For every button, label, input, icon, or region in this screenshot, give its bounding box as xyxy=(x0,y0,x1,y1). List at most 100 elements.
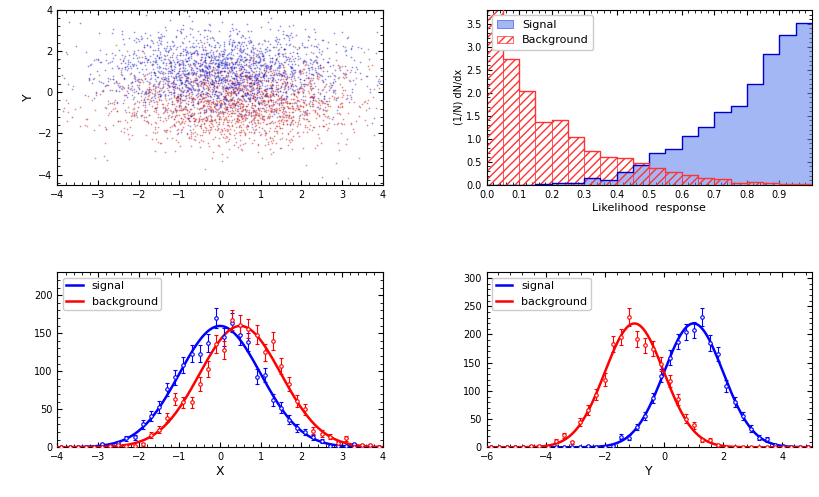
Point xyxy=(233,73,246,81)
Point xyxy=(217,61,230,69)
Point xyxy=(296,98,310,106)
Point xyxy=(184,105,197,113)
Point xyxy=(184,92,197,100)
Point xyxy=(270,95,283,103)
Point xyxy=(127,111,140,119)
Point xyxy=(130,97,143,105)
Point xyxy=(272,100,285,108)
Point xyxy=(275,72,288,80)
Point xyxy=(169,84,182,92)
Point xyxy=(215,157,229,165)
Point xyxy=(177,80,190,87)
Point xyxy=(317,95,330,103)
Point xyxy=(405,73,418,81)
Point xyxy=(215,150,228,158)
Point xyxy=(247,114,260,122)
Point xyxy=(233,47,247,55)
Bar xyxy=(697,178,713,185)
Point xyxy=(293,66,306,74)
Point xyxy=(225,46,238,54)
Point xyxy=(203,123,216,131)
Point xyxy=(267,127,280,135)
Point xyxy=(179,93,192,101)
Point xyxy=(151,90,164,98)
Point xyxy=(238,128,251,136)
Point xyxy=(118,74,131,82)
Point xyxy=(124,69,137,77)
Point xyxy=(85,96,98,104)
Point xyxy=(69,105,82,113)
Point xyxy=(197,70,210,78)
Point xyxy=(190,99,203,107)
Point xyxy=(241,69,254,77)
Point xyxy=(175,79,188,87)
Point xyxy=(162,56,175,64)
Point xyxy=(283,136,296,144)
Point xyxy=(274,87,287,95)
Point xyxy=(129,109,143,117)
Point xyxy=(279,75,292,83)
Point xyxy=(126,62,139,70)
Point xyxy=(266,71,279,79)
Point xyxy=(256,36,269,44)
Point xyxy=(210,126,223,134)
Point xyxy=(239,71,252,79)
Point xyxy=(199,97,212,105)
Point xyxy=(179,45,192,53)
Point xyxy=(339,140,352,148)
Point xyxy=(219,138,233,146)
Point xyxy=(316,110,329,118)
Point xyxy=(142,118,155,126)
Point xyxy=(165,112,178,120)
Point xyxy=(111,64,124,72)
Point xyxy=(146,57,159,65)
Point xyxy=(208,76,221,84)
Point xyxy=(227,80,240,88)
Point xyxy=(305,92,319,100)
Point xyxy=(216,77,229,85)
Point xyxy=(137,116,150,124)
Point xyxy=(220,105,233,113)
Point xyxy=(263,84,276,92)
Point xyxy=(223,136,236,144)
Point xyxy=(269,56,283,64)
Point xyxy=(266,107,279,115)
Point xyxy=(254,77,267,85)
Point xyxy=(243,38,256,46)
Point xyxy=(230,85,243,93)
Point xyxy=(161,101,174,109)
Point xyxy=(221,54,234,62)
Point xyxy=(181,70,194,78)
Point xyxy=(284,29,297,37)
Point xyxy=(152,54,165,62)
Point xyxy=(197,39,210,47)
Point xyxy=(181,77,194,85)
Point xyxy=(273,49,286,57)
Point xyxy=(247,125,260,133)
Point xyxy=(219,76,232,84)
Point xyxy=(222,97,235,105)
Point xyxy=(106,25,119,33)
Point xyxy=(219,86,233,94)
Point xyxy=(185,109,198,117)
Point xyxy=(311,88,324,96)
Point xyxy=(138,52,152,60)
Point xyxy=(218,84,231,92)
Point xyxy=(198,116,211,124)
Point xyxy=(82,74,95,82)
signal xyxy=(247,355,256,361)
Point xyxy=(206,81,219,88)
Point xyxy=(246,81,259,89)
Point xyxy=(201,76,214,84)
Point xyxy=(161,81,174,88)
Point xyxy=(373,77,387,85)
Point xyxy=(197,109,210,117)
background xyxy=(247,328,256,334)
Point xyxy=(259,99,272,107)
Point xyxy=(182,114,195,122)
Point xyxy=(159,102,172,110)
Point xyxy=(229,72,242,80)
Point xyxy=(237,72,250,80)
Point xyxy=(176,105,189,113)
Point xyxy=(263,91,276,99)
